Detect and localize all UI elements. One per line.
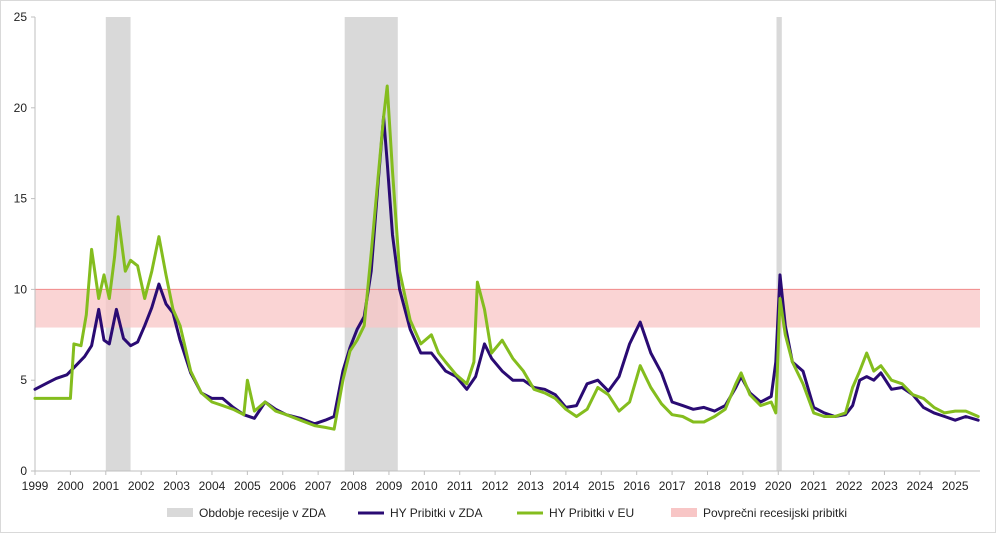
eu-hy-spread-line (33, 84, 980, 431)
recession-period-3 (776, 17, 782, 471)
x-tick-label: 2018 (694, 479, 721, 493)
y-tick-label: 20 (14, 101, 28, 115)
x-tick-label: 2004 (199, 479, 226, 493)
x-tick-label: 2006 (269, 479, 296, 493)
x-tick-label: 2025 (942, 479, 969, 493)
x-tick-label: 2023 (871, 479, 898, 493)
legend-item-eu-spreads: HY Pribitki v EU (517, 506, 634, 520)
x-tick-label: 2022 (836, 479, 863, 493)
legend-item-average-band: Povprečni recesijski pribitki (671, 506, 847, 520)
legend-label: Povprečni recesijski pribitki (703, 506, 847, 520)
y-tick-label: 5 (20, 373, 27, 387)
legend-label: HY Pribitki v EU (549, 506, 634, 520)
legend-item-recession: Obdobje recesije v ZDA (167, 506, 326, 520)
x-tick-label: 2021 (800, 479, 827, 493)
legend-label: HY Pribitki v ZDA (390, 506, 482, 520)
us-hy-spread-line (33, 115, 980, 426)
average-recession-band-layer (35, 288, 980, 328)
y-tick-label: 0 (20, 464, 27, 478)
legend-item-us-spreads: HY Pribitki v ZDA (358, 506, 482, 520)
x-tick-label: 2009 (376, 479, 403, 493)
x-tick-label: 2024 (906, 479, 933, 493)
y-tick-label: 25 (14, 10, 28, 24)
x-tick-label: 2000 (57, 479, 84, 493)
x-tick-label: 2014 (553, 479, 580, 493)
x-tick-label: 2008 (340, 479, 367, 493)
x-tick-label: 2019 (730, 479, 757, 493)
legend: Obdobje recesije v ZDA HY Pribitki v ZDA H… (167, 506, 847, 520)
x-tick-label: 2020 (765, 479, 792, 493)
x-tick-label: 2005 (234, 479, 261, 493)
x-tick-label: 2016 (623, 479, 650, 493)
x-tick-label: 2001 (92, 479, 119, 493)
x-tick-label: 2010 (411, 479, 438, 493)
average-recession-band (35, 289, 980, 328)
series-layer (33, 84, 980, 431)
x-tick-label: 2011 (447, 479, 473, 493)
x-tick-label: 2015 (588, 479, 615, 493)
x-tick-label: 2013 (517, 479, 544, 493)
x-tick-label: 1999 (22, 479, 49, 493)
x-tick-label: 2017 (659, 479, 686, 493)
recession-shading-layer (105, 17, 782, 471)
y-tick-label: 15 (14, 192, 28, 206)
x-tick-label: 2002 (128, 479, 155, 493)
recession-period-1 (105, 17, 131, 471)
x-tick-label: 2012 (482, 479, 509, 493)
x-tick-label: 2003 (163, 479, 190, 493)
legend-swatch (167, 508, 193, 517)
x-tick-label: 2007 (305, 479, 332, 493)
y-tick-label: 10 (14, 282, 28, 296)
legend-label: Obdobje recesije v ZDA (199, 506, 326, 520)
legend-swatch (671, 508, 697, 517)
